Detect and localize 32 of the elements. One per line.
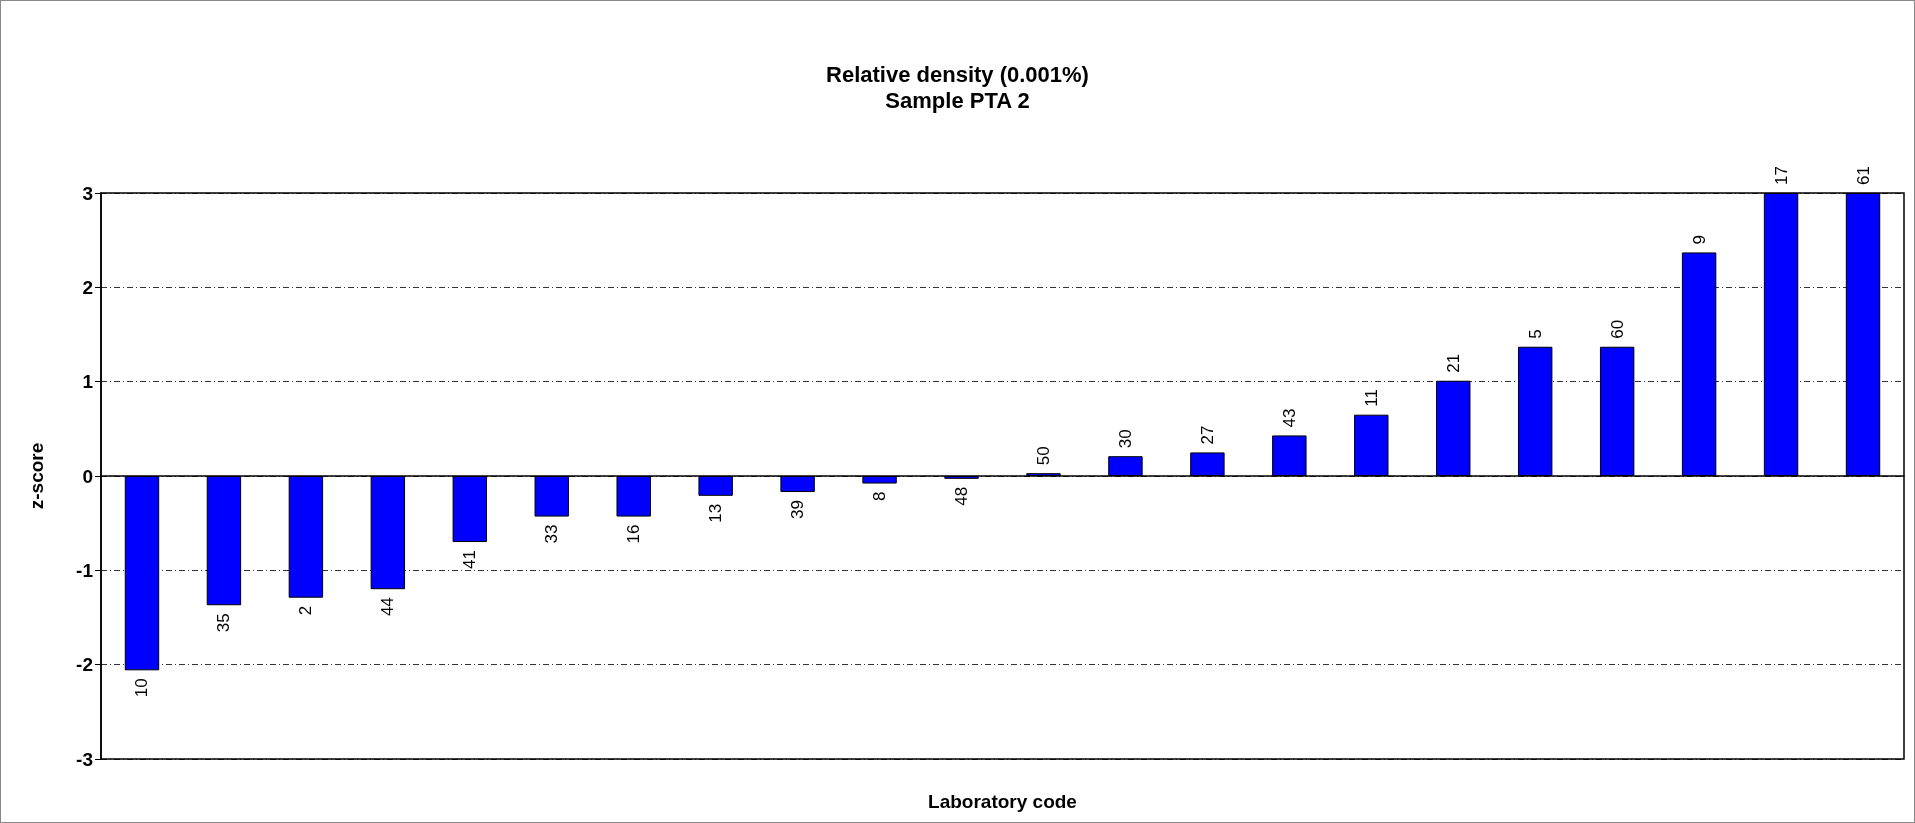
x-tick-label: 41 bbox=[460, 550, 480, 569]
y-tick-label: 2 bbox=[82, 276, 93, 298]
x-tick-label: 17 bbox=[1771, 166, 1791, 185]
x-tick-label: 11 bbox=[1361, 389, 1381, 407]
x-tick-label: 10 bbox=[132, 678, 152, 698]
x-tick-label: 50 bbox=[1033, 446, 1053, 466]
x-tick-label: 30 bbox=[1115, 429, 1135, 449]
y-tick-label: -3 bbox=[76, 748, 93, 770]
x-tick-label: 43 bbox=[1279, 408, 1299, 428]
chart-subtitle: Sample PTA 2 bbox=[885, 87, 1030, 113]
x-tick-label: 60 bbox=[1607, 319, 1627, 339]
y-tick-label: -2 bbox=[76, 654, 93, 676]
y-axis-title: z-score bbox=[26, 442, 47, 510]
chart-title: Relative density (0.001%) bbox=[826, 61, 1089, 87]
y-tick-label: 3 bbox=[82, 182, 93, 204]
x-tick-label: 35 bbox=[214, 613, 234, 633]
x-tick-label: 48 bbox=[952, 486, 972, 506]
x-tick-label: 5 bbox=[1525, 329, 1545, 339]
y-tick-label: 0 bbox=[82, 465, 93, 487]
x-axis-title: Laboratory code bbox=[928, 791, 1077, 812]
x-tick-label: 61 bbox=[1853, 166, 1873, 185]
x-tick-label: 16 bbox=[624, 524, 644, 544]
x-tick-label: 27 bbox=[1197, 425, 1217, 445]
x-tick-label: 8 bbox=[870, 491, 890, 502]
x-tick-label: 33 bbox=[542, 524, 562, 544]
y-tick-label: -1 bbox=[76, 559, 94, 581]
y-tick-label: 1 bbox=[82, 371, 94, 393]
x-tick-label: 44 bbox=[378, 597, 398, 617]
x-tick-label: 13 bbox=[706, 503, 726, 523]
x-tick-label: 21 bbox=[1443, 353, 1463, 373]
x-tick-label: 9 bbox=[1689, 234, 1709, 245]
x-tick-label: 39 bbox=[788, 500, 808, 519]
